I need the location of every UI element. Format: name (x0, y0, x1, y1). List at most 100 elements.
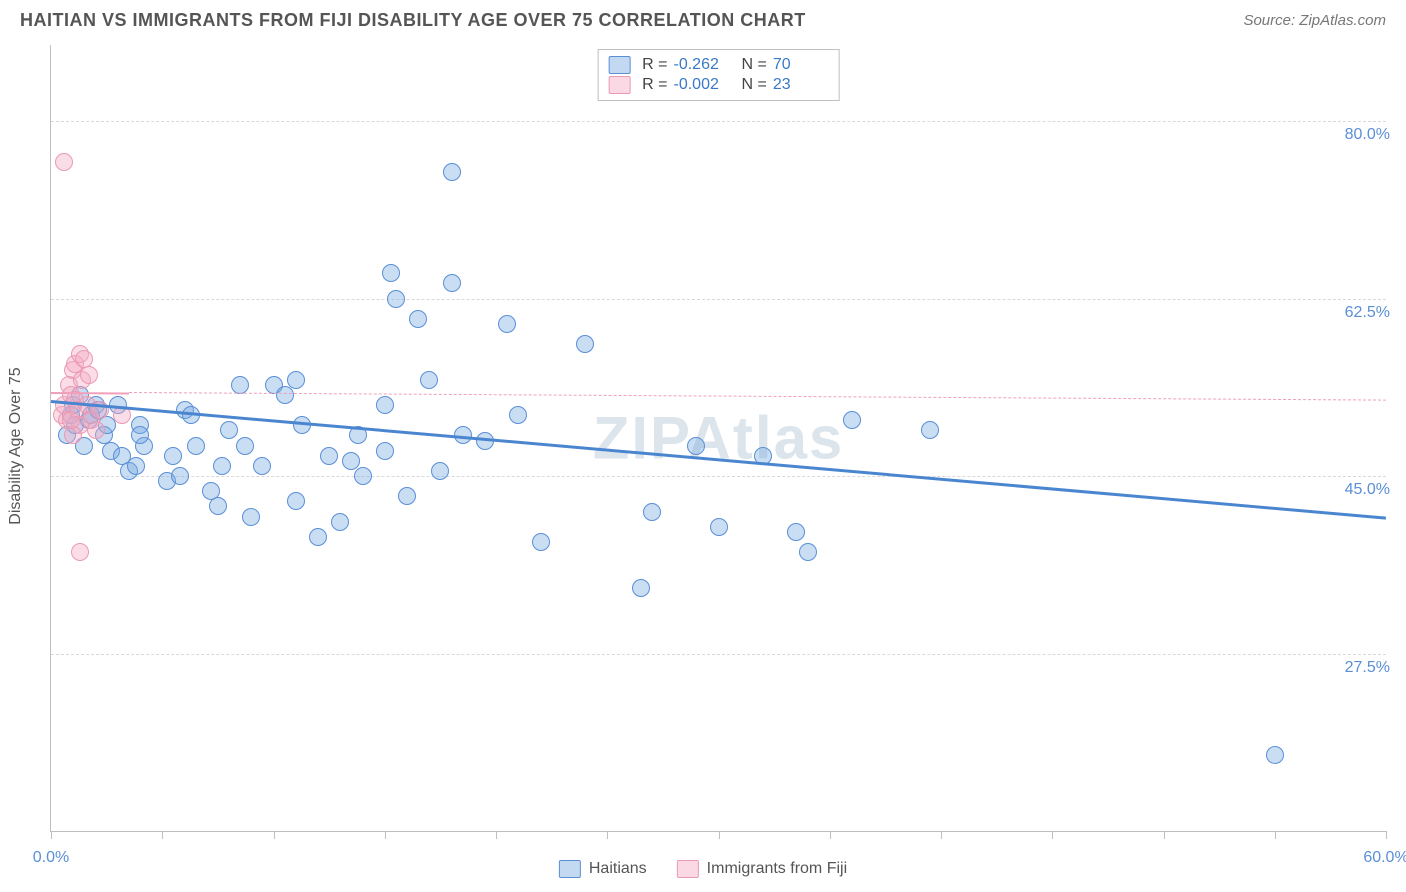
legend-item-fiji: Immigrants from Fiji (677, 860, 847, 878)
x-tick (496, 831, 497, 839)
data-point (309, 528, 327, 546)
y-tick-label: 27.5% (1341, 659, 1394, 677)
data-point (131, 426, 149, 444)
data-point (643, 503, 661, 521)
data-point (498, 315, 516, 333)
x-tick-label: 60.0% (1363, 849, 1406, 867)
stat-label-n: N = (742, 76, 767, 94)
correlation-legend: R = -0.262 N = 70 R = -0.002 N = 23 (597, 49, 840, 101)
data-point (398, 487, 416, 505)
data-point (443, 274, 461, 292)
swatch-pink-icon (608, 76, 630, 94)
data-point (443, 163, 461, 181)
data-point (320, 447, 338, 465)
legend-label: Immigrants from Fiji (707, 860, 847, 878)
data-point (420, 371, 438, 389)
data-point (80, 366, 98, 384)
data-point (454, 426, 472, 444)
data-point (253, 457, 271, 475)
data-point (349, 426, 367, 444)
series-legend: Haitians Immigrants from Fiji (559, 860, 847, 878)
data-point (710, 518, 728, 536)
watermark: ZIPAtlas (593, 404, 845, 473)
x-tick (1164, 831, 1165, 839)
legend-label: Haitians (589, 860, 647, 878)
data-point (55, 153, 73, 171)
x-tick (51, 831, 52, 839)
data-point (331, 513, 349, 531)
stat-value-r-haitians: -0.262 (674, 56, 730, 74)
y-axis-label: Disability Age Over 75 (7, 367, 25, 524)
legend-row-haitians: R = -0.262 N = 70 (608, 56, 829, 74)
x-tick (941, 831, 942, 839)
data-point (787, 523, 805, 541)
data-point (1266, 746, 1284, 764)
x-tick (719, 831, 720, 839)
source-attribution: Source: ZipAtlas.com (1243, 12, 1386, 29)
data-point (431, 462, 449, 480)
data-point (231, 376, 249, 394)
x-tick-label: 0.0% (33, 849, 69, 867)
data-point (113, 406, 131, 424)
data-point (276, 386, 294, 404)
stat-label-r: R = (642, 56, 667, 74)
x-tick (607, 831, 608, 839)
gridline-h (51, 476, 1386, 477)
data-point (164, 447, 182, 465)
trend-line (51, 400, 1386, 520)
data-point (921, 421, 939, 439)
data-point (91, 401, 109, 419)
y-tick-label: 62.5% (1341, 304, 1394, 322)
data-point (209, 497, 227, 515)
gridline-h (51, 299, 1386, 300)
data-point (387, 290, 405, 308)
data-point (409, 310, 427, 328)
x-tick (1386, 831, 1387, 839)
data-point (576, 335, 594, 353)
stat-value-n-fiji: 23 (773, 76, 829, 94)
x-tick (1052, 831, 1053, 839)
data-point (71, 543, 89, 561)
data-point (213, 457, 231, 475)
swatch-pink-icon (677, 860, 699, 878)
x-tick (1275, 831, 1276, 839)
data-point (187, 437, 205, 455)
data-point (64, 426, 82, 444)
data-point (754, 447, 772, 465)
chart-title: HAITIAN VS IMMIGRANTS FROM FIJI DISABILI… (20, 10, 806, 31)
data-point (87, 421, 105, 439)
data-point (382, 264, 400, 282)
data-point (182, 406, 200, 424)
legend-row-fiji: R = -0.002 N = 23 (608, 76, 829, 94)
data-point (376, 442, 394, 460)
x-tick (162, 831, 163, 839)
data-point (236, 437, 254, 455)
data-point (287, 492, 305, 510)
stat-label-r: R = (642, 76, 667, 94)
gridline-h (51, 121, 1386, 122)
swatch-blue-icon (559, 860, 581, 878)
plot-area: ZIPAtlas R = -0.262 N = 70 R = -0.002 N … (50, 45, 1386, 832)
y-tick-label: 80.0% (1341, 126, 1394, 144)
data-point (843, 411, 861, 429)
data-point (799, 543, 817, 561)
stat-value-n-haitians: 70 (773, 56, 829, 74)
data-point (476, 432, 494, 450)
x-tick (385, 831, 386, 839)
data-point (242, 508, 260, 526)
data-point (220, 421, 238, 439)
legend-item-haitians: Haitians (559, 860, 647, 878)
data-point (127, 457, 145, 475)
data-point (687, 437, 705, 455)
data-point (376, 396, 394, 414)
data-point (632, 579, 650, 597)
trend-line (129, 392, 1386, 401)
stat-label-n: N = (742, 56, 767, 74)
swatch-blue-icon (608, 56, 630, 74)
y-tick-label: 45.0% (1341, 481, 1394, 499)
x-tick (274, 831, 275, 839)
data-point (62, 411, 80, 429)
data-point (354, 467, 372, 485)
data-point (532, 533, 550, 551)
data-point (171, 467, 189, 485)
